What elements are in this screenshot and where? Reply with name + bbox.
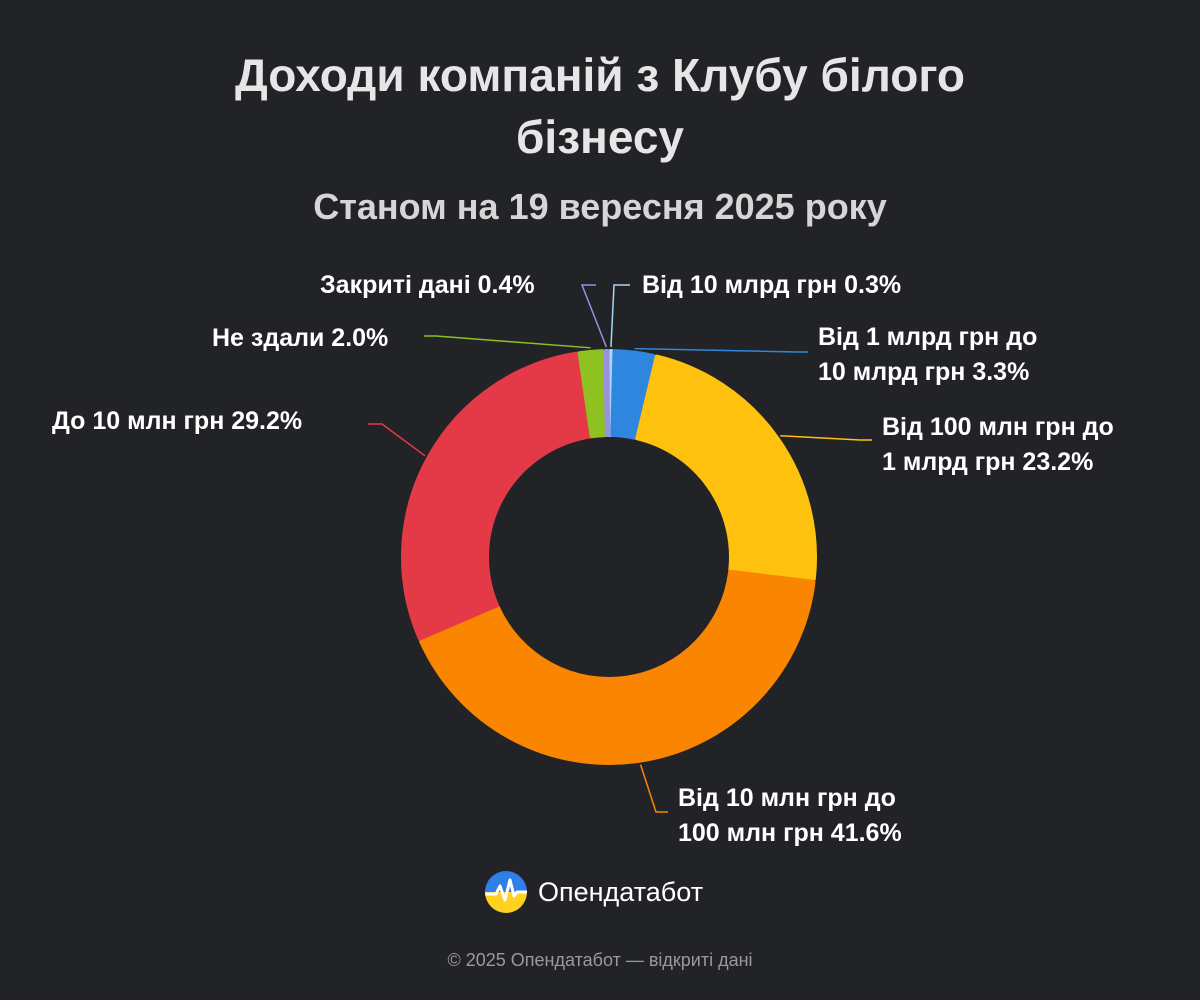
label-line: Від 10 млн грн до bbox=[678, 784, 896, 812]
footer-copyright: © 2025 Опендатабот — відкриті дані bbox=[447, 950, 753, 970]
label-line: Від 10 млрд грн 0.3% bbox=[642, 271, 902, 299]
leader-line bbox=[368, 423, 426, 457]
chart-title: Доходи компаній з Клубу білого бізнесу bbox=[234, 49, 966, 163]
leader-line bbox=[634, 347, 808, 353]
label-up-to-10mln: До 10 млн грн 29.2% bbox=[52, 404, 302, 439]
donut-slice bbox=[603, 349, 611, 438]
donut-slice bbox=[419, 569, 816, 765]
label-line: До 10 млн грн 29.2% bbox=[52, 407, 303, 435]
label-from-10-bln: Від 10 млрд грн 0.3% bbox=[642, 268, 901, 303]
label-line: Від 100 млн грн до bbox=[882, 413, 1114, 441]
donut-slice bbox=[635, 354, 817, 581]
label-line: Від 1 млрд грн до bbox=[818, 323, 1038, 351]
leader-line bbox=[610, 284, 630, 348]
label-closed-data: Закриті дані 0.4% bbox=[320, 268, 535, 303]
label-not-submitted: Не здали 2.0% bbox=[212, 321, 388, 356]
label-1bln-to-10bln: Від 1 млрд грн до 10 млрд грн 3.3% bbox=[818, 320, 1037, 390]
label-line: 100 млн грн 41.6% bbox=[678, 819, 902, 847]
label-leader-lines bbox=[368, 284, 872, 813]
brand-name: Опендатабот bbox=[538, 876, 704, 907]
chart-subtitle: Станом на 19 вересня 2025 року bbox=[313, 186, 887, 227]
label-line: 1 млрд грн 23.2% bbox=[882, 448, 1094, 476]
label-line: Закриті дані 0.4% bbox=[320, 271, 535, 299]
donut-slices bbox=[401, 349, 817, 765]
label-line: 10 млрд грн 3.3% bbox=[818, 358, 1030, 386]
leader-line bbox=[780, 434, 872, 441]
label-100mln-to-1bln: Від 100 млн грн до 1 млрд грн 23.2% bbox=[882, 410, 1114, 480]
opendatabot-logo-icon bbox=[485, 871, 527, 913]
label-10mln-to-100mln: Від 10 млн грн до 100 млн грн 41.6% bbox=[678, 781, 902, 851]
label-line: Не здали 2.0% bbox=[212, 324, 389, 352]
donut-slice bbox=[401, 351, 592, 641]
leader-line bbox=[580, 284, 608, 348]
brand-logo: Опендатабот bbox=[484, 868, 703, 916]
leader-line bbox=[424, 335, 591, 349]
leader-line bbox=[639, 764, 668, 813]
